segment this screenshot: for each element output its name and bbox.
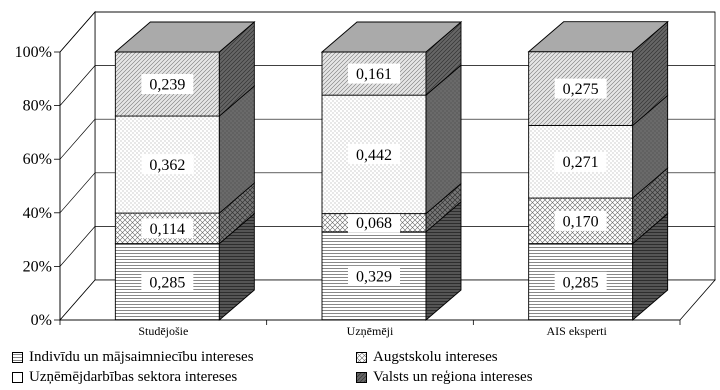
data-label: 0,285 xyxy=(563,274,599,291)
bar-segment: 0,161 xyxy=(320,21,463,97)
legend-label: Uzņēmējdarbības sektora intereses xyxy=(29,369,238,385)
x-axis: Studējošie Uzņēmēji AIS eksperti xyxy=(59,320,681,338)
legend-swatch-diagonal-icon xyxy=(356,372,367,383)
legend-label: Valsts un reģiona intereses xyxy=(373,369,533,385)
stacked-bar-chart: 0% 20% 40% 60% 80% 100% 0,285 0,114 0,362 0,239 0… xyxy=(15,10,716,338)
bar-top xyxy=(320,21,463,53)
legend-item-individuals: Indivīdu un mājsaimniecību intereses xyxy=(12,349,254,366)
legend-swatch-crosshatch-icon xyxy=(356,352,367,363)
data-label-box xyxy=(554,271,607,292)
data-label: 0,442 xyxy=(356,147,392,164)
legend-label: Augstskolu intereses xyxy=(373,349,498,365)
data-label: 0,068 xyxy=(356,215,392,232)
data-label: 0,161 xyxy=(356,66,392,83)
data-label: 0,362 xyxy=(149,157,185,174)
legend-item-business: Uzņēmējdarbības sektora intereses xyxy=(12,369,237,386)
bar-segment: 0,275 xyxy=(527,20,669,127)
y-tick-label: 60% xyxy=(23,151,52,168)
y-tick-label: 0% xyxy=(31,312,52,329)
data-label-box xyxy=(348,265,400,286)
bar-top xyxy=(527,21,669,53)
bar-stack-1: 0,329 0,068 0,442 0,161 xyxy=(320,21,463,321)
data-label-box xyxy=(348,63,400,84)
gridlines xyxy=(59,11,715,267)
bar-segment: 0,362 xyxy=(114,85,255,215)
data-label-box xyxy=(554,210,607,231)
gridline xyxy=(59,226,715,267)
data-label: 0,170 xyxy=(563,213,599,230)
x-tick-label: Uzņēmēji xyxy=(347,324,394,338)
y-tick-label: 100% xyxy=(15,44,52,61)
data-label: 0,271 xyxy=(563,154,599,171)
legend: Indivīdu un mājsaimniecību intereses Aug… xyxy=(0,340,720,390)
bar-segment: 0,329 xyxy=(321,200,462,321)
bars: 0,285 0,114 0,362 0,239 0,329 0,068 0,442 0,161… xyxy=(114,20,669,321)
bar-top xyxy=(114,21,256,53)
bar-stack-2: 0,285 0,170 0,271 0,275 xyxy=(527,20,669,321)
data-label: 0,285 xyxy=(149,274,185,291)
legend-item-state: Valsts un reģiona intereses xyxy=(356,369,533,386)
data-label-box xyxy=(141,271,194,292)
gridline xyxy=(59,65,715,106)
data-label-box xyxy=(554,151,607,172)
data-label-box xyxy=(348,212,400,233)
data-label-box xyxy=(141,74,194,95)
data-label: 0,114 xyxy=(150,221,185,238)
x-tick-label: AIS eksperti xyxy=(547,324,608,338)
gridline xyxy=(59,118,715,160)
data-label-box xyxy=(348,144,400,165)
legend-swatch-hlines-icon xyxy=(12,352,23,363)
data-label-box xyxy=(141,218,194,239)
side-wall xyxy=(59,10,96,322)
data-label: 0,239 xyxy=(149,77,185,94)
legend-label: Indivīdu un mājsaimniecību intereses xyxy=(29,349,254,365)
y-tick-label: 20% xyxy=(23,258,52,275)
bar-segment: 0,442 xyxy=(321,64,462,215)
data-label: 0,275 xyxy=(563,81,599,98)
bar-segment: 0,068 xyxy=(321,182,462,233)
y-tick-label: 80% xyxy=(23,98,52,115)
legend-swatch-dots-icon xyxy=(12,372,23,383)
x-tick-label: Studējošie xyxy=(138,324,188,338)
bar-segment: 0,285 xyxy=(528,212,669,321)
bar-stack-0: 0,285 0,114 0,362 0,239 xyxy=(114,21,256,321)
y-tick-label: 40% xyxy=(23,205,52,222)
bar-segment: 0,170 xyxy=(528,167,669,245)
bar-segment: 0,239 xyxy=(114,21,256,118)
chart-canvas: 0%20%40%60%80%100% 0,2850,1140,3620,2390… xyxy=(15,10,716,338)
data-label-box xyxy=(554,78,607,99)
legend-item-universities: Augstskolu intereses xyxy=(356,349,498,366)
gridline xyxy=(59,172,715,214)
bar-front xyxy=(321,231,427,321)
bar-segment: 0,285 xyxy=(114,212,255,321)
data-label: 0,329 xyxy=(356,268,392,285)
gridline xyxy=(59,11,715,53)
data-label-box xyxy=(141,154,194,175)
